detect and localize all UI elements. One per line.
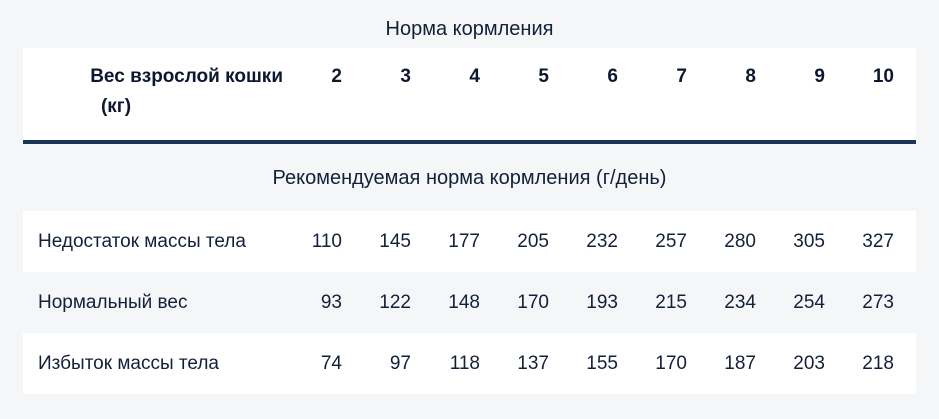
row-label-overweight: Избыток массы тела (38, 352, 219, 374)
table-body: Недостаток массы тела 110 145 177 205 23… (23, 211, 916, 394)
cell-underweight-7: 257 (655, 230, 687, 252)
column-header-2: 2 (331, 66, 342, 87)
cell-normal-10: 273 (862, 291, 894, 313)
row-label-normal: Нормальный вес (38, 291, 188, 313)
weight-column-header: Вес взрослой кошки (кг) (23, 62, 295, 122)
cell-overweight-10: 218 (862, 352, 894, 374)
cell-underweight-2: 110 (311, 230, 342, 252)
row-values-underweight: 110 145 177 205 232 257 280 305 327 (295, 229, 916, 255)
column-header-9: 9 (814, 66, 825, 87)
column-header-3: 3 (400, 66, 411, 87)
weight-value-headers: 2 3 4 5 6 7 8 9 10 (295, 62, 916, 92)
column-header-5: 5 (538, 66, 549, 87)
column-header-4: 4 (469, 66, 480, 87)
cell-overweight-3: 97 (389, 352, 411, 374)
row-label-underweight: Недостаток массы тела (38, 230, 246, 252)
cell-underweight-4: 177 (448, 230, 480, 252)
table-header-card: Вес взрослой кошки (кг) 2 3 4 5 6 7 8 9 … (23, 48, 916, 140)
column-header-6: 6 (607, 66, 618, 87)
cell-normal-7: 215 (655, 291, 687, 313)
table-subtitle: Рекомендуемая норма кормления (г/день) (272, 166, 667, 189)
cell-normal-4: 148 (448, 291, 480, 313)
cell-normal-6: 193 (586, 291, 618, 313)
column-header-7: 7 (676, 66, 687, 87)
cell-underweight-9: 305 (793, 230, 825, 252)
table-row: Недостаток массы тела 110 145 177 205 23… (23, 211, 916, 272)
cell-overweight-6: 155 (586, 352, 618, 374)
cell-overweight-7: 170 (655, 352, 687, 374)
cell-underweight-10: 327 (862, 230, 894, 252)
cell-underweight-8: 280 (724, 230, 756, 252)
cell-overweight-9: 203 (793, 352, 825, 374)
cell-underweight-5: 205 (517, 230, 549, 252)
cell-overweight-2: 74 (320, 352, 342, 374)
cell-overweight-8: 187 (724, 352, 756, 374)
table-header-row: Вес взрослой кошки (кг) 2 3 4 5 6 7 8 9 … (23, 48, 916, 140)
table-title: Норма кормления (385, 18, 554, 40)
cell-underweight-3: 145 (379, 230, 411, 252)
table-subtitle-row: Рекомендуемая норма кормления (г/день) (23, 144, 916, 211)
cell-normal-3: 122 (379, 291, 411, 313)
weight-column-header-line1: Вес взрослой кошки (90, 66, 283, 87)
row-values-normal: 93 122 148 170 193 215 234 254 273 (295, 290, 916, 316)
cell-overweight-5: 137 (517, 352, 549, 374)
weight-column-header-unit: (кг) (100, 96, 132, 117)
cell-normal-9: 254 (793, 291, 825, 313)
cell-overweight-4: 118 (449, 352, 480, 374)
cell-normal-8: 234 (724, 291, 756, 313)
column-header-10: 10 (872, 66, 894, 87)
table-row: Нормальный вес 93 122 148 170 193 215 23… (23, 272, 916, 333)
row-values-overweight: 74 97 118 137 155 170 187 203 218 (295, 351, 916, 377)
table-row: Избыток массы тела 74 97 118 137 155 170… (23, 333, 916, 394)
cell-normal-2: 93 (320, 291, 342, 313)
column-header-8: 8 (745, 66, 756, 87)
cell-underweight-6: 232 (586, 230, 618, 252)
cell-normal-5: 170 (517, 291, 549, 313)
header-divider (23, 140, 916, 144)
